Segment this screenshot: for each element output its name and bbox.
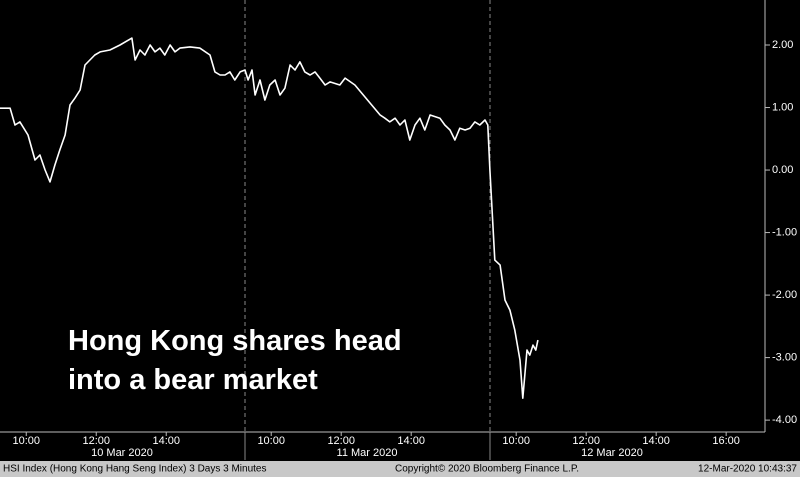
y-tick-label: 0.00 — [772, 164, 793, 176]
y-tick-label: 2.00 — [772, 39, 793, 51]
y-tick-label: -2.00 — [772, 289, 797, 301]
x-tick-label: 14:00 — [642, 435, 670, 447]
x-tick-label: 12:00 — [327, 435, 355, 447]
x-tick-label: 12:00 — [572, 435, 600, 447]
x-tick-label: 10:00 — [257, 435, 285, 447]
y-tick-label: -3.00 — [772, 352, 797, 364]
y-tick-label: -1.00 — [772, 226, 797, 238]
annotation: into a bear market — [68, 364, 318, 396]
footer-timestamp: 12-Mar-2020 10:43:37 — [698, 464, 797, 475]
y-tick-label: 1.00 — [772, 101, 793, 113]
y-tick-label: -4.00 — [772, 414, 797, 426]
footer-copyright: Copyright© 2020 Bloomberg Finance L.P. — [395, 464, 579, 475]
x-tick-label: 14:00 — [152, 435, 180, 447]
annotation: Hong Kong shares head — [68, 325, 402, 357]
footer-bar — [0, 461, 800, 477]
footer-source: HSI Index (Hong Kong Hang Seng Index) 3 … — [3, 464, 266, 475]
x-tick-label: 14:00 — [397, 435, 425, 447]
x-tick-label: 16:00 — [712, 435, 740, 447]
x-tick-label: 12:00 — [82, 435, 110, 447]
date-label: 10 Mar 2020 — [91, 447, 153, 459]
price-line — [0, 37, 539, 399]
date-label: 12 Mar 2020 — [581, 447, 643, 459]
x-tick-label: 10:00 — [12, 435, 40, 447]
x-tick-label: 10:00 — [502, 435, 530, 447]
date-label: 11 Mar 2020 — [337, 447, 398, 459]
